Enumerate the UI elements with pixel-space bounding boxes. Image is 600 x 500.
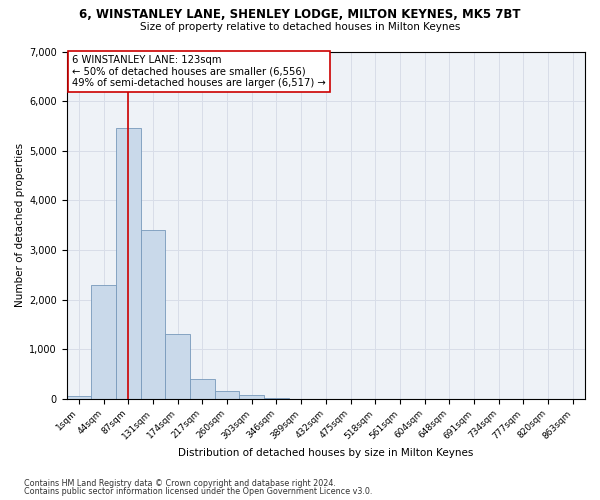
Bar (166, 334, 190, 398)
X-axis label: Distribution of detached houses by size in Milton Keynes: Distribution of detached houses by size … (178, 448, 473, 458)
Text: 6, WINSTANLEY LANE, SHENLEY LODGE, MILTON KEYNES, MK5 7BT: 6, WINSTANLEY LANE, SHENLEY LODGE, MILTO… (79, 8, 521, 20)
Bar (91, 284, 116, 399)
Bar (215, 392, 239, 398)
Bar (67, 396, 91, 398)
Text: Contains public sector information licensed under the Open Government Licence v3: Contains public sector information licen… (24, 487, 373, 496)
Bar (116, 128, 140, 398)
Text: 6 WINSTANLEY LANE: 123sqm
← 50% of detached houses are smaller (6,556)
49% of se: 6 WINSTANLEY LANE: 123sqm ← 50% of detac… (72, 55, 326, 88)
Bar (239, 396, 264, 398)
Text: Contains HM Land Registry data © Crown copyright and database right 2024.: Contains HM Land Registry data © Crown c… (24, 478, 336, 488)
Text: Size of property relative to detached houses in Milton Keynes: Size of property relative to detached ho… (140, 22, 460, 32)
Bar (190, 379, 215, 398)
Bar (140, 230, 166, 398)
Y-axis label: Number of detached properties: Number of detached properties (15, 143, 25, 307)
